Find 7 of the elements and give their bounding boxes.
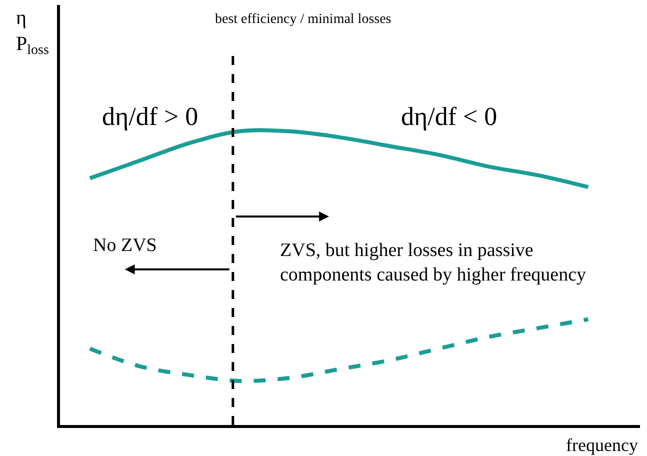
y-axis-title: η P$_{loss}$: [16, 7, 49, 58]
text: dη/df < 0: [401, 102, 498, 131]
annotation: No ZVS: [93, 235, 157, 256]
annotation: ZVS, but higher losses in passive components caused by higher frequency: [280, 240, 587, 286]
x-axis-title: frequency: [566, 435, 638, 455]
text: dη/df > 0: [102, 102, 198, 131]
text: best efficiency / minimal losses: [215, 12, 392, 27]
